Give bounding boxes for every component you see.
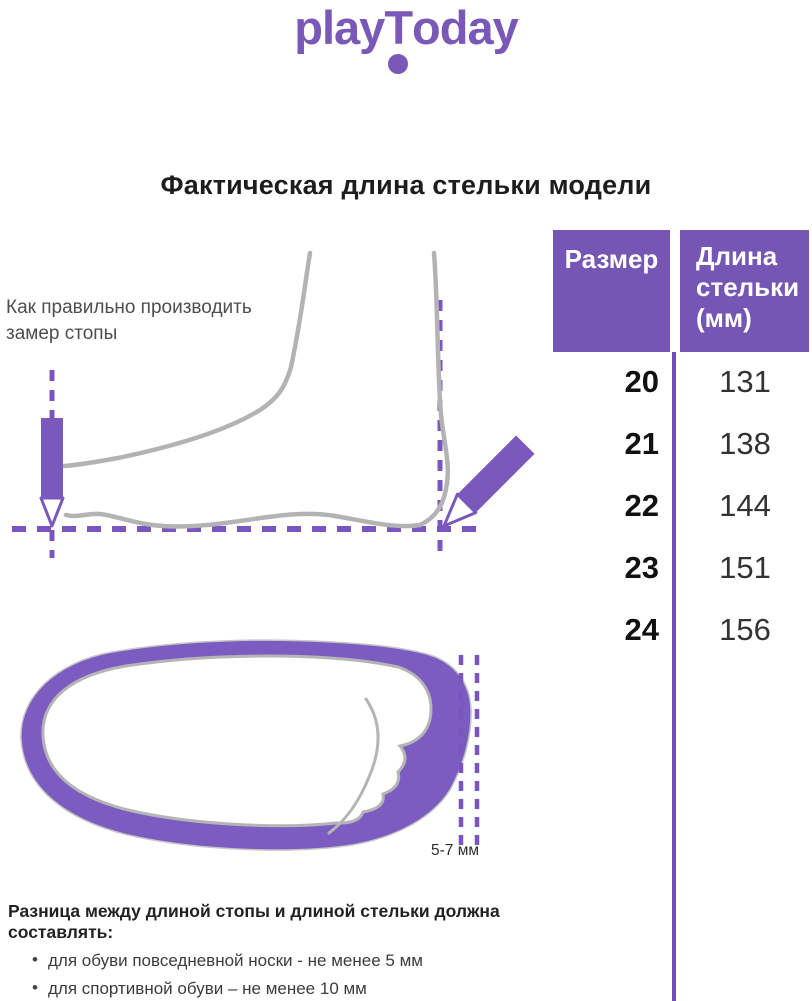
size-cell: 21 — [624, 426, 659, 461]
length-cell: 156 — [719, 612, 771, 647]
table-row: 24 156 — [553, 599, 812, 661]
table-row: 21 138 — [553, 413, 812, 475]
foot-side-measurement-diagram — [12, 250, 535, 558]
logo-dot-icon — [388, 54, 409, 74]
difference-note-sport: для спортивной обуви – не менее 10 мм — [48, 979, 367, 998]
logo-text-t: T — [384, 1, 413, 54]
difference-note-block: Разница между длиной стопы и длиной стел… — [8, 901, 608, 999]
length-cell: 144 — [719, 488, 771, 523]
difference-note-everyday: для обуви повседневной носки - не менее … — [48, 951, 423, 970]
length-cell: 131 — [719, 364, 771, 399]
leg-back-heel-outline — [417, 250, 451, 528]
table-column-divider — [672, 352, 676, 1001]
table-header-size: Размер — [553, 230, 670, 352]
big-toe-crease-line — [327, 697, 380, 835]
logo-text-oday: oday — [412, 1, 519, 54]
length-cell: 151 — [719, 550, 771, 585]
table-row: 23 151 — [553, 537, 812, 599]
length-cell: 138 — [719, 426, 771, 461]
foot-print-outline — [41, 654, 433, 828]
list-item: • для спортивной обуви – не менее 10 мм — [8, 978, 608, 999]
difference-note-heading: Разница между длиной стопы и длиной стел… — [8, 901, 500, 942]
foot-sole-outline — [63, 511, 423, 529]
table-header-insole-length: Длина стельки (мм) — [680, 230, 809, 352]
table-row: 20 131 — [553, 351, 812, 413]
bullet-icon: • — [32, 950, 38, 969]
measurement-hint-label: Как правильно производить замер стопы — [6, 297, 252, 344]
list-item: • для обуви повседневной носки - не мене… — [8, 950, 608, 971]
logo-text-play: play — [294, 1, 385, 54]
insole-top-view-diagram — [20, 639, 480, 851]
size-cell: 22 — [624, 488, 659, 523]
size-cell: 20 — [624, 364, 659, 399]
pencil-toe-icon — [39, 418, 65, 528]
size-cell: 24 — [624, 612, 659, 647]
playtoday-logo: playT oday — [0, 0, 812, 74]
size-cell: 23 — [624, 550, 659, 585]
size-table-body: 20 131 21 138 22 144 23 151 24 156 — [553, 351, 812, 661]
page-title: Фактическая длина стельки модели — [160, 170, 652, 200]
table-row: 22 144 — [553, 475, 812, 537]
toe-gap-value-label: 5-7 мм — [430, 842, 480, 859]
bullet-icon: • — [32, 978, 38, 997]
pencil-heel-icon — [442, 435, 535, 528]
foot-top-outline — [61, 250, 313, 469]
